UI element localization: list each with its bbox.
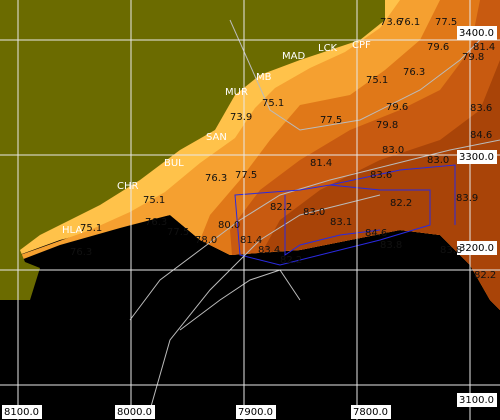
contour-label: 77.5 [435, 17, 457, 28]
contour-label: 84.6 [470, 130, 492, 141]
x-axis-label: 8000.0 [117, 407, 152, 418]
contour-label: 83.1 [330, 217, 352, 228]
contour-label: 76.1 [398, 17, 420, 28]
contour-label: 82.2 [270, 202, 292, 213]
contour-label: 83.8 [380, 240, 402, 251]
y-axis-label: 3400.0 [459, 28, 494, 39]
contour-label: 75.1 [143, 195, 165, 206]
station-label: BUL [164, 158, 184, 169]
y-axis-label: 3200.0 [459, 243, 494, 254]
label-box [2, 405, 42, 419]
label-box [457, 26, 497, 40]
contour-label: 81.4 [240, 235, 262, 246]
station-label: MB [256, 72, 272, 83]
contour-label: 83.0 [382, 145, 404, 156]
x-axis-label: 7800.0 [353, 407, 388, 418]
station-label: SAN [206, 132, 227, 143]
label-box [115, 405, 155, 419]
contour-label: 81.4 [310, 158, 332, 169]
station-label: MAD [282, 51, 305, 62]
contour-label: 80.0 [218, 220, 240, 231]
block-outline [284, 195, 381, 256]
contour-label: 82.2 [280, 255, 302, 266]
contour-label: 77.5 [235, 170, 257, 181]
contour-label: 83.8 [440, 245, 462, 256]
contour-label: 79.8 [376, 120, 398, 131]
y-axis-label: 3100.0 [459, 395, 494, 406]
contour-label: 79.6 [386, 102, 408, 113]
blocks [234, 164, 456, 266]
label-box [351, 405, 391, 419]
contour-label: 84.6 [365, 228, 387, 239]
block-outline [329, 164, 456, 225]
zone-5 [262, 60, 500, 310]
contour-label: 83.9 [456, 193, 478, 204]
contour-label: 83.0 [427, 155, 449, 166]
contour-label: 76.3 [403, 67, 425, 78]
contour-label: 83.0 [303, 207, 325, 218]
contour-label: 83.6 [370, 170, 392, 181]
land [0, 0, 385, 300]
station-label: HLA [62, 225, 82, 236]
contour-line [149, 194, 381, 411]
contour-label: 79.8 [462, 52, 484, 63]
contour-label: 82.2 [474, 270, 496, 281]
label-box [457, 393, 497, 407]
station-label: CHR [117, 181, 139, 192]
station-label: MUR [225, 87, 248, 98]
contour-label: 73.6 [380, 17, 402, 28]
contour-label: 76.3 [145, 217, 167, 228]
contour-label: 83.4 [258, 245, 280, 256]
contour-label: 75.1 [80, 223, 102, 234]
contour-label: 77.5 [320, 115, 342, 126]
contour-line [179, 269, 301, 331]
contour-label: 75.1 [262, 98, 284, 109]
label-box [457, 150, 497, 164]
y-axis-label: 3300.0 [459, 152, 494, 163]
contour-label: 76.3 [205, 173, 227, 184]
contour-line [229, 19, 491, 131]
contour-label: 75.1 [366, 75, 388, 86]
contour-label: 76.3 [70, 247, 92, 258]
station-label: LCK [318, 43, 338, 54]
station-label: CPF [352, 40, 371, 51]
contour-label: 79.6 [427, 42, 449, 53]
block-outline [234, 184, 431, 266]
contour-label: 78.0 [195, 235, 217, 246]
contour-label: 82.2 [390, 198, 412, 209]
label-box [236, 405, 276, 419]
label-box [457, 241, 497, 255]
contour-label: 81.4 [473, 42, 495, 53]
contour-label: 73.9 [230, 112, 252, 123]
contour-label: 77.5 [167, 227, 189, 238]
x-axis-label: 8100.0 [4, 407, 39, 418]
contour-label: 83.6 [470, 103, 492, 114]
x-axis-label: 7900.0 [238, 407, 273, 418]
